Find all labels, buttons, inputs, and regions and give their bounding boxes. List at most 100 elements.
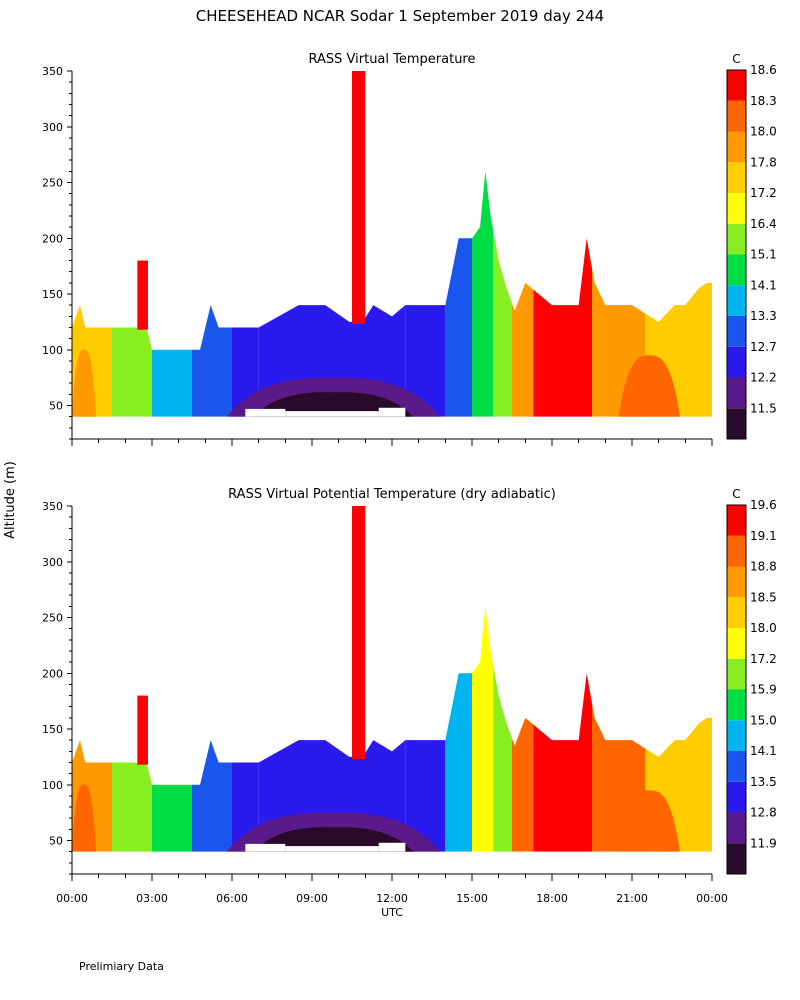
data-gap xyxy=(378,407,406,417)
colorbar-swatch xyxy=(727,131,746,163)
y-tick-label: 150 xyxy=(42,723,63,736)
colorbar-swatch xyxy=(727,70,746,101)
data-field xyxy=(72,606,712,852)
colorbar-label: 12.8 xyxy=(750,806,777,820)
figure-title: CHEESEHEAD NCAR Sodar 1 September 2019 d… xyxy=(196,7,604,25)
data-segment xyxy=(112,606,152,852)
y-tick-label: 250 xyxy=(42,177,63,190)
data-segment xyxy=(192,606,232,852)
data-segment xyxy=(258,171,406,417)
panel-virtual-potential-temperature: RASS Virtual Potential Temperature (dry … xyxy=(42,487,777,919)
x-tick-label: 21:00 xyxy=(616,892,648,905)
colorbar-swatch xyxy=(727,377,746,409)
colorbar-label: 14.1 xyxy=(750,744,777,758)
x-axis-label: UTC xyxy=(381,906,403,919)
colorbar-swatch xyxy=(727,566,746,598)
colorbar-label: 17.2 xyxy=(750,652,777,666)
colorbar-label: 11.9 xyxy=(750,836,777,850)
data-segment xyxy=(405,606,446,852)
colorbar-label: 15.1 xyxy=(750,248,777,262)
colorbar-swatch xyxy=(727,597,746,628)
data-spike xyxy=(137,260,148,330)
data-spike xyxy=(352,71,366,325)
colorbar-swatch xyxy=(727,285,746,316)
colorbar-swatch xyxy=(727,408,746,439)
colorbar-swatch xyxy=(727,193,746,224)
y-tick-label: 300 xyxy=(42,556,63,569)
y-tick-label: 200 xyxy=(42,232,63,245)
colorbar-label: 15.9 xyxy=(750,683,777,697)
x-tick-label: 00:00 xyxy=(696,892,728,905)
data-segment xyxy=(192,171,232,417)
data-core xyxy=(618,355,680,417)
colorbar-label: 19.6 xyxy=(750,498,777,512)
colorbar-swatch xyxy=(727,689,746,721)
colorbar-label: 13.5 xyxy=(750,775,777,789)
colorbar-swatch xyxy=(727,505,746,536)
data-segment xyxy=(445,606,472,852)
data-core xyxy=(253,392,414,417)
y-tick-label: 200 xyxy=(42,667,63,680)
colorbar-unit: C xyxy=(732,52,740,66)
data-core xyxy=(72,349,96,417)
colorbar-label: 18.3 xyxy=(750,94,777,108)
colorbar-frame xyxy=(726,504,747,875)
colorbar-swatch xyxy=(727,781,746,813)
data-segment xyxy=(445,171,472,417)
colorbar-label: 17.8 xyxy=(750,155,777,169)
data-core xyxy=(72,784,96,852)
data-spike xyxy=(352,506,366,760)
colorbar-label: 13.3 xyxy=(750,309,777,323)
y-tick-label: 250 xyxy=(42,612,63,625)
colorbar-swatch xyxy=(727,751,746,782)
colorbar-swatch xyxy=(727,812,746,844)
data-segment xyxy=(258,606,406,852)
data-gap xyxy=(245,843,286,852)
panel-title: RASS Virtual Temperature xyxy=(309,52,476,67)
colorbar-swatch xyxy=(727,100,746,132)
colorbar-label: 12.7 xyxy=(750,340,777,354)
x-tick-label: 18:00 xyxy=(536,892,568,905)
colorbar-label: 15.0 xyxy=(750,713,777,727)
y-tick-label: 350 xyxy=(42,65,63,78)
colorbar-swatch xyxy=(727,316,746,347)
colorbar-label: 16.4 xyxy=(750,217,777,231)
colorbar-swatch xyxy=(727,843,746,874)
data-segment xyxy=(232,171,259,417)
colorbar-swatch xyxy=(727,254,746,286)
panel-title: RASS Virtual Potential Temperature (dry … xyxy=(228,487,556,502)
data-segment xyxy=(533,171,592,417)
colorbar-label: 18.0 xyxy=(750,125,777,139)
colorbar-label: 14.1 xyxy=(750,278,777,292)
data-field xyxy=(72,171,712,417)
data-segment xyxy=(493,606,512,852)
data-core xyxy=(618,790,680,852)
colorbar-label: 18.0 xyxy=(750,621,777,635)
colorbar-swatch xyxy=(727,658,746,690)
colorbar-label: 18.6 xyxy=(750,63,777,77)
y-tick-label: 350 xyxy=(42,500,63,513)
data-segment xyxy=(152,606,192,852)
y-tick-label: 100 xyxy=(42,779,63,792)
x-tick-label: 09:00 xyxy=(296,892,328,905)
colorbar-unit: C xyxy=(732,487,740,501)
colorbar-label: 18.5 xyxy=(750,590,777,604)
x-tick-label: 03:00 xyxy=(136,892,168,905)
data-gap xyxy=(285,411,379,417)
colorbar-label: 11.5 xyxy=(750,401,777,415)
x-tick-label: 06:00 xyxy=(216,892,248,905)
colorbar-label: 19.1 xyxy=(750,529,777,543)
x-tick-label: 12:00 xyxy=(376,892,408,905)
data-segment xyxy=(472,171,494,417)
colorbar-swatch xyxy=(727,162,746,193)
data-segment xyxy=(512,606,534,852)
data-gap xyxy=(378,842,406,852)
data-segment xyxy=(533,606,592,852)
colorbar-label: 17.2 xyxy=(750,186,777,200)
colorbar-swatch xyxy=(727,628,746,659)
data-segment xyxy=(493,171,512,417)
colorbar-label: 18.8 xyxy=(750,560,777,574)
y-axis-label: Altitude (m) xyxy=(3,461,18,539)
data-gap xyxy=(245,408,286,417)
